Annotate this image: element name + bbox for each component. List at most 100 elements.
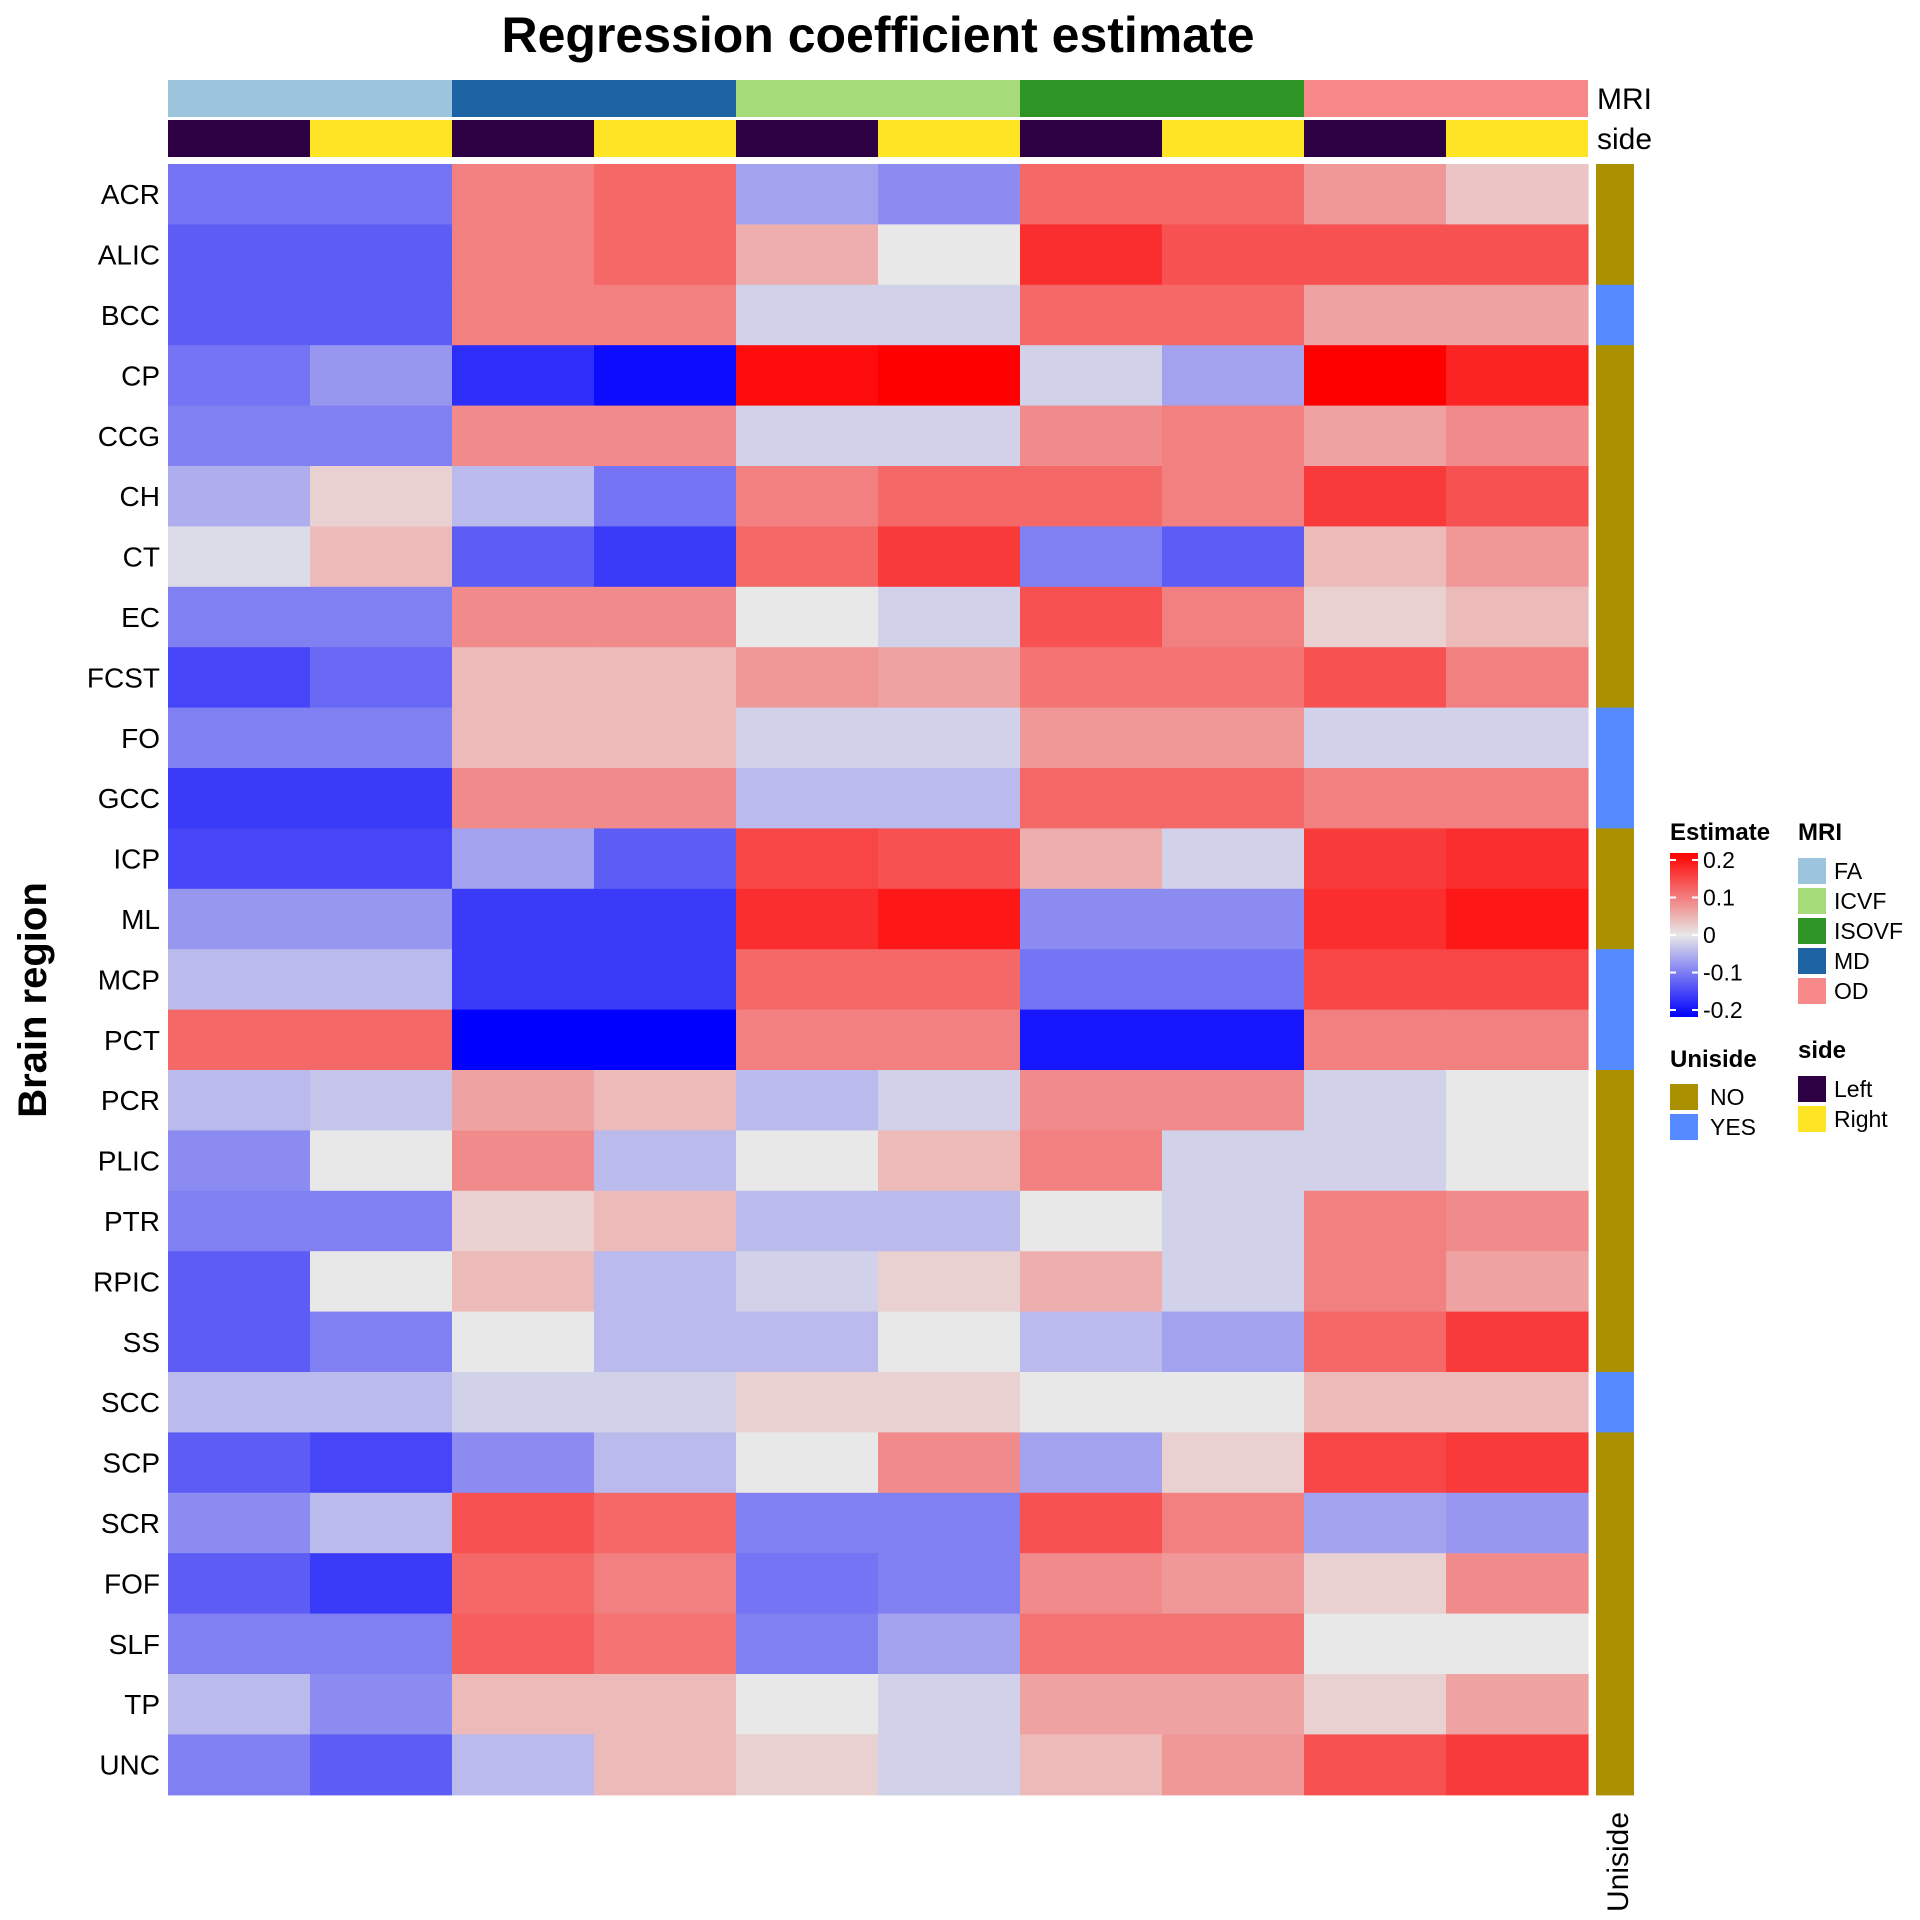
heatmap-cell: [736, 345, 879, 407]
heatmap-cell: [878, 1432, 1021, 1494]
uniside-legend-swatch: [1670, 1084, 1698, 1110]
heatmap-cell: [452, 768, 595, 829]
row-label-ccg: CCG: [98, 421, 160, 452]
heatmap-cell: [168, 1492, 311, 1554]
uniside-annot-no: [1596, 1130, 1634, 1192]
heatmap-cell: [736, 526, 879, 588]
heatmap-cell: [736, 949, 879, 1011]
side-legend: side Left Right: [1798, 1037, 1888, 1132]
heatmap-cell: [310, 1734, 453, 1796]
uniside-annotation-name: Uniside: [1602, 1812, 1635, 1912]
heatmap-cell: [1162, 345, 1305, 407]
heatmap-cell: [1020, 1190, 1163, 1252]
heatmap-cell: [310, 768, 453, 829]
heatmap-cell: [310, 1492, 453, 1554]
mri-legend-label: ICVF: [1834, 888, 1886, 914]
heatmap-cell: [1162, 1372, 1305, 1433]
heatmap-cell: [1162, 1190, 1305, 1252]
chart-title: Regression coefficient estimate: [501, 7, 1254, 63]
heatmap-cell: [1304, 1553, 1447, 1615]
mri-legend-swatch: [1798, 858, 1826, 884]
row-label-cp: CP: [121, 360, 160, 391]
heatmap-cell: [1304, 1674, 1447, 1735]
side-legend-swatch: [1798, 1076, 1826, 1102]
heatmap-cell: [1446, 1190, 1589, 1252]
heatmap-cell: [310, 1613, 453, 1675]
side-legend-title: side: [1798, 1037, 1846, 1064]
heatmap-cell: [1162, 1734, 1305, 1796]
heatmap-cell: [168, 888, 311, 950]
heatmap-cell: [1162, 1553, 1305, 1615]
heatmap-cell: [310, 828, 453, 890]
uniside-annotation-bar: [1596, 164, 1634, 1796]
uniside-annot-yes: [1596, 1009, 1634, 1071]
heatmap-cell: [1020, 1009, 1163, 1071]
heatmap-cell: [1162, 1251, 1305, 1313]
estimate-tick-label: 0.1: [1703, 885, 1735, 911]
heatmap-cell: [1446, 1372, 1589, 1433]
heatmap-cell: [594, 1613, 737, 1675]
heatmap-cell: [1020, 1432, 1163, 1494]
heatmap-cell: [1446, 284, 1589, 346]
heatmap-cell: [168, 828, 311, 890]
side-annot-right: [310, 120, 452, 157]
uniside-annot-no: [1596, 526, 1634, 588]
heatmap-cell: [1446, 1070, 1589, 1131]
y-axis-title: Brain region: [11, 882, 55, 1118]
heatmap-cell: [452, 526, 595, 588]
side-annot-left: [736, 120, 878, 157]
uniside-annot-no: [1596, 1492, 1634, 1554]
uniside-annot-yes: [1596, 284, 1634, 346]
side-annotation-name: side: [1597, 123, 1652, 156]
heatmap-cell: [1304, 1070, 1447, 1131]
heatmap-cell: [878, 1613, 1021, 1675]
uniside-legend-label: YES: [1710, 1114, 1756, 1140]
mri-legend-swatch: [1798, 888, 1826, 914]
heatmap-cell: [1020, 1492, 1163, 1554]
heatmap-cell: [1446, 405, 1589, 467]
heatmap-cell: [594, 707, 737, 769]
row-label-fcst: FCST: [87, 662, 160, 693]
heatmap-cell: [1304, 1251, 1447, 1313]
mri-annot-isovf: [1020, 80, 1304, 117]
row-label-ptr: PTR: [104, 1206, 160, 1237]
mri-annotation-name: MRI: [1597, 83, 1652, 116]
heatmap-cell: [1162, 526, 1305, 588]
heatmap-cell: [878, 768, 1021, 829]
heatmap-cell: [1162, 949, 1305, 1011]
heatmap-cell: [1304, 1372, 1447, 1433]
row-label-ct: CT: [123, 542, 160, 573]
heatmap-cell: [1446, 1734, 1589, 1796]
heatmap-cell: [1446, 224, 1589, 286]
heatmap-cell: [1304, 1009, 1447, 1071]
heatmap-cell: [736, 1311, 879, 1373]
heatmap-cell: [878, 1674, 1021, 1735]
mri-legend-label: FA: [1834, 858, 1863, 884]
row-label-ss: SS: [123, 1327, 160, 1358]
estimate-tick-label: -0.1: [1703, 960, 1743, 986]
heatmap-cell: [1020, 1674, 1163, 1735]
row-label-ch: CH: [120, 481, 160, 512]
heatmap-cell: [1304, 1432, 1447, 1494]
heatmap-cell: [1020, 284, 1163, 346]
heatmap-cell: [1446, 466, 1589, 527]
heatmap-cell: [310, 1130, 453, 1192]
heatmap-cell: [452, 1251, 595, 1313]
uniside-annot-no: [1596, 1553, 1634, 1615]
heatmap-cell: [594, 1553, 737, 1615]
heatmap-cell: [1020, 1311, 1163, 1373]
uniside-annot-no: [1596, 405, 1634, 467]
row-label-rpic: RPIC: [93, 1266, 160, 1297]
heatmap-cell: [1446, 888, 1589, 950]
heatmap-cell: [168, 768, 311, 829]
heatmap-cell: [310, 1009, 453, 1071]
heatmap-cell: [310, 647, 453, 709]
heatmap-cell: [1446, 1432, 1589, 1494]
heatmap-cell: [878, 828, 1021, 890]
heatmap-cell: [878, 1734, 1021, 1796]
heatmap-cell: [1446, 949, 1589, 1011]
row-label-alic: ALIC: [98, 240, 160, 271]
uniside-legend: Uniside NO YES: [1670, 1046, 1757, 1140]
heatmap-cell: [310, 284, 453, 346]
heatmap-cell: [1162, 768, 1305, 829]
